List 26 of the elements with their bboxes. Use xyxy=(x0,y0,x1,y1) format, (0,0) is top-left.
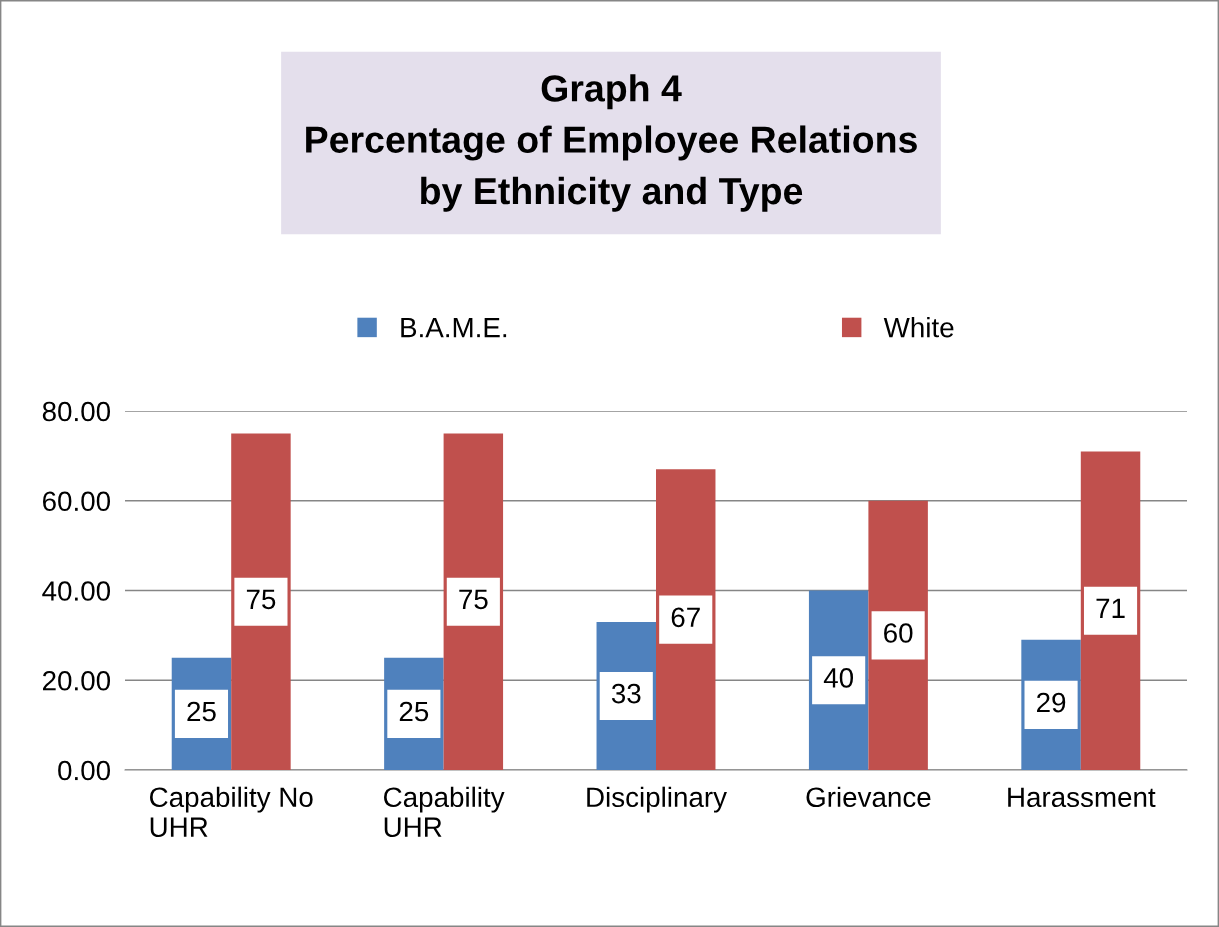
y-tick-label: 80.00 xyxy=(42,401,111,422)
data-label: 40 xyxy=(823,668,854,688)
bar xyxy=(1080,451,1141,770)
data-label: 25 xyxy=(399,701,429,722)
legend-label: B.A.M.E. xyxy=(401,318,507,338)
data-label: 29 xyxy=(1037,692,1066,713)
bar xyxy=(443,433,504,770)
y-tick-label: 60.00 xyxy=(43,491,111,512)
data-label: 75 xyxy=(246,589,276,610)
data-label: 33 xyxy=(611,683,641,704)
x-tick-label: Disciplinary xyxy=(587,786,727,813)
y-tick-label: 40.00 xyxy=(42,581,111,601)
data-label: 25 xyxy=(187,701,216,722)
x-tick-label: Capability No UHR xyxy=(150,786,313,837)
data-label: 67 xyxy=(671,607,700,628)
bar xyxy=(231,433,291,770)
x-tick-label: Harassment xyxy=(1008,787,1156,808)
data-label: 60 xyxy=(884,623,913,643)
y-tick-label: 20.00 xyxy=(43,670,111,691)
x-tick-label: Capability UHR xyxy=(384,786,505,837)
data-label: 71 xyxy=(1096,598,1125,618)
chart-title: Graph 4 Percentage of Employee Relations by Ethnicity and Type xyxy=(306,74,917,212)
data-label: 75 xyxy=(459,589,488,610)
legend-label: White xyxy=(883,317,954,338)
y-tick-label: 0.00 xyxy=(58,760,111,781)
x-tick-label: Grievance xyxy=(806,786,931,808)
